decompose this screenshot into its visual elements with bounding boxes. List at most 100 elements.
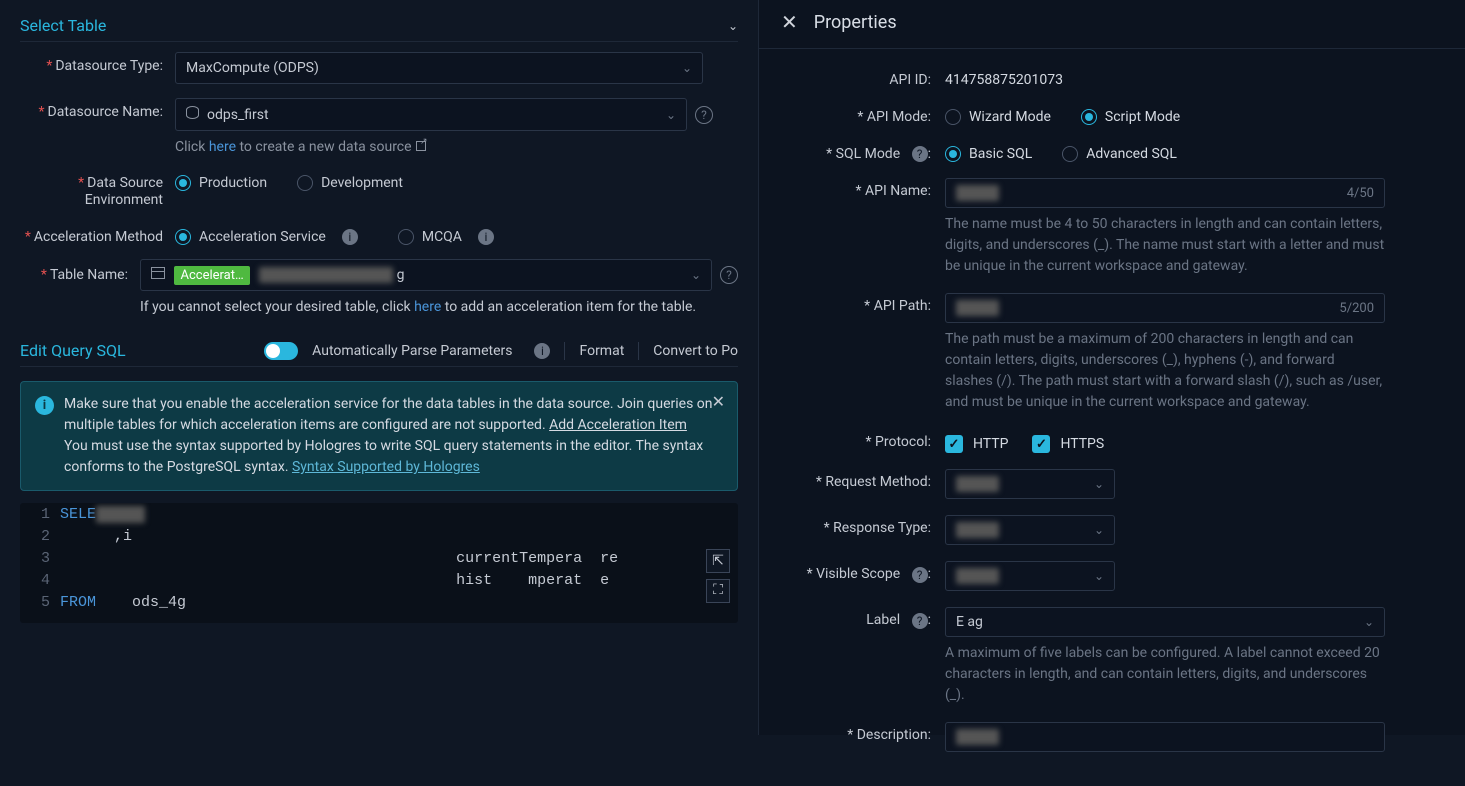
table-name-select[interactable]: Accelerat… xx g ⌄ [140,259,712,291]
chevron-down-icon: ⌄ [1364,615,1374,629]
api-name-counter: 4/50 [1347,186,1374,201]
datasource-name-select[interactable]: odps_first ⌄ [175,98,687,131]
properties-panel: ✕ Properties API ID: 414758875201073 * A… [758,0,1465,735]
line-number: 2 [20,528,60,545]
info-icon[interactable]: i [534,343,550,359]
env-production-label: Production [199,175,267,191]
line-number: 1 [20,506,60,523]
protocol-https[interactable]: ✓HTTPS [1032,435,1104,453]
line-number: 5 [20,594,60,611]
env-radio-development[interactable]: Development [297,175,403,191]
accel-label: Acceleration Method [34,229,163,245]
radio-icon [1081,109,1097,125]
api-mode-label: API Mode: [867,109,931,125]
accel-mcqa-label: MCQA [422,229,462,245]
line-number: 4 [20,572,60,589]
select-table-title: Select Table [20,16,106,35]
api-mode-script[interactable]: Script Mode [1081,109,1180,125]
datasource-type-label: Datasource Type: [55,58,163,74]
chevron-down-icon: ⌄ [728,19,738,33]
redacted: x [956,185,999,201]
response-type-select[interactable]: x⌄ [945,515,1115,545]
table-note-1: If you cannot select your desired table,… [140,299,414,315]
close-icon[interactable]: ✕ [781,10,798,34]
left-panel: Select Table ⌄ *Datasource Type: MaxComp… [0,0,758,735]
description-label: Description: [857,727,931,743]
accel-badge: Accelerat… [174,266,249,285]
convert-button[interactable]: Convert to Po [653,343,738,359]
api-id-label: API ID: [889,72,931,88]
visible-scope-label: Visible Scope [816,566,900,582]
divider [638,342,639,360]
request-method-label: Request Method: [825,474,931,490]
help-icon[interactable]: ? [912,613,928,629]
radio-icon [297,175,313,191]
sql-mode-basic[interactable]: Basic SQL [945,146,1032,162]
env-radio-production[interactable]: Production [175,175,267,191]
format-button[interactable]: Format [579,343,624,359]
visible-scope-select[interactable]: x⌄ [945,561,1115,591]
add-accel-link[interactable]: here [414,299,441,315]
api-name-help: The name must be 4 to 50 characters in l… [945,214,1385,277]
chevron-down-icon: ⌄ [691,268,701,282]
api-path-label: API Path: [874,298,931,314]
chevron-down-icon: ⌄ [682,61,692,75]
help-icon[interactable]: ? [912,146,928,162]
select-table-header[interactable]: Select Table ⌄ [20,16,738,42]
accel-radio-mcqa[interactable]: MCQA i [398,229,494,245]
table-name-value: g [397,267,405,283]
create-datasource-link[interactable]: here [209,139,236,155]
database-icon [186,106,199,119]
datasource-name-value: odps_first [207,107,269,123]
chevron-down-icon: ⌄ [1094,477,1104,491]
protocol-label: Protocol: [875,434,931,450]
table-note-2: to add an acceleration item for the tabl… [441,299,696,315]
response-type-label: Response Type: [833,520,931,536]
sql-mode-advanced[interactable]: Advanced SQL [1062,146,1177,162]
radio-icon [175,175,191,191]
redacted: xx [259,267,393,283]
accel-service-label: Acceleration Service [199,229,326,245]
syntax-link[interactable]: Syntax Supported by Hologres [292,459,480,475]
info-icon[interactable]: i [478,229,494,245]
properties-title: Properties [814,12,897,33]
label-select[interactable]: E ag⌄ [945,607,1385,637]
ds-hint-prefix: Click [175,139,209,155]
sql-editor[interactable]: 1SELEx 2 ,i 3 currentTempera re 4 hist m… [20,503,738,623]
request-method-select[interactable]: x⌄ [945,469,1115,499]
scroll-top-button[interactable]: ⇱ [706,549,730,573]
info-icon[interactable]: i [342,229,358,245]
sql-alert: i Make sure that you enable the accelera… [20,381,738,491]
datasource-type-value: MaxCompute (ODPS) [186,60,319,76]
edit-sql-header: Edit Query SQL Automatically Parse Param… [20,341,738,367]
api-path-help: The path must be a maximum of 200 charac… [945,329,1385,413]
radio-icon [175,229,191,245]
datasource-name-label: Datasource Name: [48,104,163,120]
auto-parse-toggle[interactable] [264,342,298,360]
description-input[interactable]: x [945,722,1385,752]
datasource-type-select[interactable]: MaxCompute (ODPS) ⌄ [175,52,703,84]
api-name-input[interactable]: x 4/50 [945,178,1385,208]
api-path-input[interactable]: x 5/200 [945,293,1385,323]
chevron-down-icon: ⌄ [1094,523,1104,537]
redacted: x [956,300,999,316]
help-icon[interactable]: ? [720,266,738,284]
chevron-down-icon: ⌄ [666,108,676,122]
api-mode-wizard[interactable]: Wizard Mode [945,109,1051,125]
close-icon[interactable]: ✕ [712,392,725,411]
accel-radio-service[interactable]: Acceleration Service i [175,229,358,245]
protocol-http[interactable]: ✓HTTP [945,435,1008,453]
radio-icon [945,146,961,162]
info-icon: i [35,396,54,415]
env-label: Data Source Environment [85,175,163,208]
fullscreen-button[interactable]: ⛶ [706,579,730,603]
external-link-icon [416,141,426,151]
env-development-label: Development [321,175,403,191]
table-name-label: Table Name: [50,267,128,283]
help-icon[interactable]: ? [912,567,928,583]
checkbox-icon: ✓ [945,435,963,453]
add-accel-item-link[interactable]: Add Acceleration Item [549,417,687,433]
label-field-label: Label [866,612,900,628]
help-icon[interactable]: ? [695,106,713,124]
auto-parse-label: Automatically Parse Parameters [312,343,512,359]
